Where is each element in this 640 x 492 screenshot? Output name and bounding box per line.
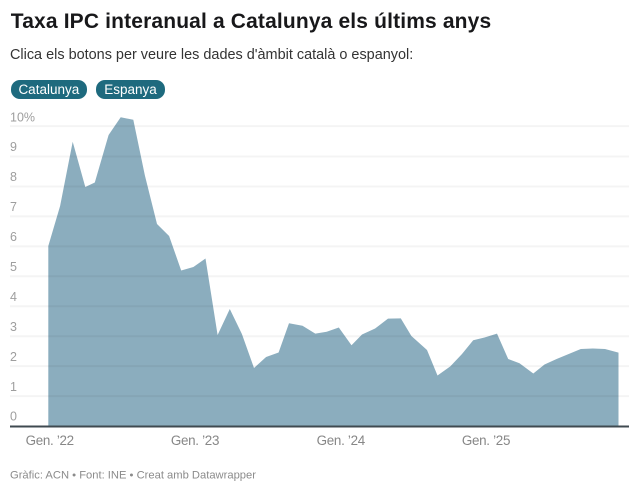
svg-text:5: 5 — [10, 260, 17, 274]
svg-text:8: 8 — [10, 170, 17, 184]
svg-text:10%: 10% — [10, 110, 35, 124]
svg-text:7: 7 — [10, 200, 17, 214]
svg-text:Gen. ’25: Gen. ’25 — [462, 433, 510, 448]
svg-text:9: 9 — [10, 140, 17, 154]
svg-text:Gen. ’24: Gen. ’24 — [317, 433, 366, 448]
svg-text:Gen. ’23: Gen. ’23 — [171, 433, 219, 448]
svg-text:1: 1 — [10, 380, 17, 394]
svg-text:6: 6 — [10, 230, 17, 244]
svg-text:2: 2 — [10, 350, 17, 364]
svg-text:4: 4 — [10, 290, 17, 304]
svg-text:0: 0 — [10, 410, 17, 424]
svg-text:3: 3 — [10, 320, 17, 334]
svg-text:Gràfic: ACN • Font: INE • Crea: Gràfic: ACN • Font: INE • Creat amb Data… — [10, 470, 256, 482]
svg-text:Gen. ’22: Gen. ’22 — [26, 433, 74, 448]
